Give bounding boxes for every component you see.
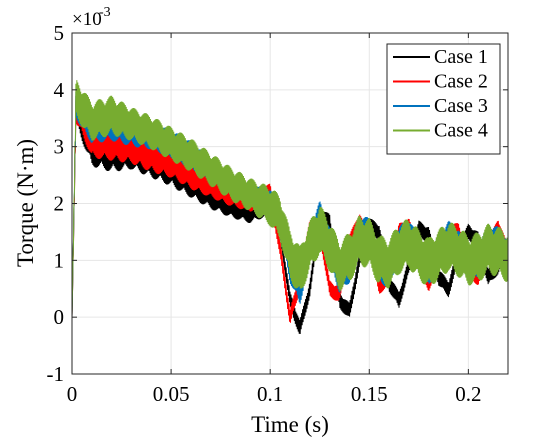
y-tick-label: 5 — [54, 21, 65, 45]
x-axis-label: Time (s) — [251, 412, 329, 437]
y-multiplier: ×10 — [72, 9, 102, 30]
x-tick-label: 0.2 — [455, 382, 481, 406]
y-tick-label: 2 — [54, 192, 65, 216]
y-tick-label: 4 — [54, 78, 65, 102]
y-axis-label: Torque (N·m) — [13, 139, 38, 267]
y-multiplier-exponent: -3 — [99, 5, 111, 20]
legend-label: Case 3 — [434, 95, 488, 117]
y-tick-label: -1 — [47, 362, 65, 386]
legend-label: Case 1 — [434, 46, 488, 68]
x-tick-label: 0 — [67, 382, 78, 406]
y-tick-labels: -1 0 1 2 3 4 5 — [47, 21, 65, 386]
y-tick-label: 1 — [54, 248, 65, 272]
series-layer — [71, 80, 509, 334]
y-tick-label: 3 — [54, 135, 65, 159]
legend-label: Case 2 — [434, 71, 488, 93]
series-line-4 — [71, 80, 509, 318]
x-tick-labels: 0 0.05 0.1 0.15 0.2 — [67, 382, 482, 406]
legend-box — [386, 43, 501, 155]
y-tick-label: 0 — [54, 305, 65, 329]
axis-ticks — [71, 32, 508, 375]
legend-label: Case 4 — [434, 120, 488, 142]
x-tick-label: 0.05 — [153, 382, 190, 406]
x-tick-label: 0.1 — [257, 382, 283, 406]
x-tick-label: 0.15 — [351, 382, 388, 406]
